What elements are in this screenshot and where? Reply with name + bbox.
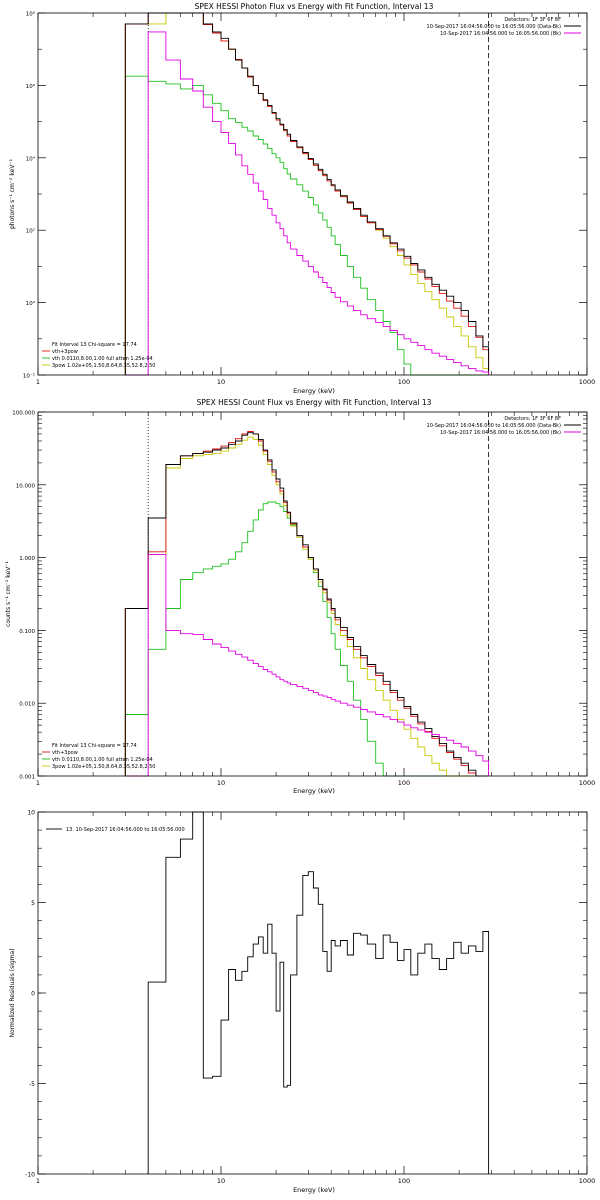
plot-frame: [37, 12, 588, 376]
y-tick-label: 100.000: [12, 411, 35, 417]
series-line-bk: [125, 554, 490, 777]
legend-entry: 10-Sep-2017 16:04:56.000 to 16:05:56.000…: [427, 24, 562, 30]
y-tick-label: -10: [25, 1172, 35, 1179]
chart-title: SPEX HESSI Count Flux vs Energy with Fit…: [197, 398, 432, 407]
legend-entry: Detectors: 1F 3F 6F 8F: [504, 416, 561, 422]
x-tick-label: 1000: [579, 779, 596, 787]
x-tick-label: 1: [36, 779, 40, 787]
fit-info-text: 3pow 1.02e+05,1.50,8.64,8.35,52.8,2.50: [52, 764, 155, 770]
fit-info-text: Fit Interval 13 Chi-square = 17.74: [52, 743, 137, 749]
x-axis-label: Energy (keV): [293, 787, 335, 795]
x-tick-label: 1000: [579, 1177, 596, 1185]
fit-info-text: 3pow 1.02e+05,1.50,8.64,8.35,52.8,2.50: [52, 363, 155, 369]
count-flux-plot-area: 1 10 100 1000 0.001 0.010 0.100 1.000 10.000 100.…: [12, 411, 595, 788]
plot-frame: [37, 811, 588, 1175]
x-tick-label: 1000: [579, 378, 596, 386]
y-tick-label: 10²: [26, 228, 35, 235]
y-tick-label: 10.000: [16, 483, 36, 489]
series-line-vth: [124, 75, 489, 376]
residuals-plot-area: 1 10 100 1000 -10 -5 0 5 10 13. 10-Sep-2017 16:04…: [25, 810, 595, 1186]
series-line-data-bk: [124, 12, 490, 375]
y-tick-label: 10: [27, 810, 35, 817]
series-line-data-bk: [124, 432, 489, 777]
y-tick-label: -5: [29, 1081, 35, 1088]
legend-entry: 13. 10-Sep-2017 16:04:56.000 to 16:05:56…: [66, 827, 185, 833]
legend-entry: Detectors: 1F 3F 6F 8F: [504, 17, 561, 23]
fit-info-text: vth+3pow: [52, 750, 78, 756]
series-line-bk: [125, 31, 490, 376]
legend-entry: 10-Sep-2017 16:04:56.000 to 16:05:56.000…: [427, 423, 562, 429]
x-tick-label: 100: [398, 1177, 410, 1185]
y-tick-label: 1.000: [19, 556, 35, 562]
x-tick-label: 100: [398, 779, 410, 787]
count-flux-panel: SPEX HESSI Count Flux vs Energy with Fit…: [5, 398, 595, 795]
legend-entry: 10-Sep-2017 16:04:56.000 to 16:05:56.000…: [440, 430, 561, 436]
y-tick-label: 10⁴: [26, 155, 36, 162]
y-tick-label: 10⁻²: [23, 373, 35, 380]
y-tick-label: 5: [31, 900, 35, 907]
y-axis-label: Normalized Residuals (sigma): [9, 948, 16, 1037]
y-tick-label: 0.100: [19, 629, 35, 635]
y-tick-label: 0.001: [19, 775, 35, 781]
y-tick-label: 0.010: [19, 702, 35, 708]
fit-info-text: vth 0.0110,8.00,1.00 full atten 1.25e-04: [52, 757, 153, 763]
x-axis-label: Energy (keV): [293, 387, 335, 395]
legend-entry: 10-Sep-2017 16:04:56.000 to 16:05:56.000…: [440, 31, 561, 37]
y-tick-label: 10⁶: [26, 83, 36, 90]
x-tick-label: 10: [217, 378, 225, 386]
x-tick-label: 10: [217, 1177, 225, 1185]
y-tick-label: 10⁸: [26, 11, 36, 18]
x-axis-label: Energy (keV): [293, 1186, 335, 1194]
series-line-residuals: [147, 811, 490, 1174]
residuals-panel: 1 10 100 1000 -10 -5 0 5 10 13. 10-Sep-2017 16:04…: [9, 810, 595, 1195]
photon-flux-panel: SPEX HESSI Photon Flux vs Energy with Fi…: [9, 2, 595, 395]
y-tick-label: 10⁰: [26, 300, 36, 307]
photon-flux-plot-area: 1 10 100 1000 10⁻² 10⁰ 10² 10⁴ 10⁶ 10⁸ Detectors: …: [23, 11, 595, 387]
plot-frame: [37, 411, 588, 777]
fit-info-text: vth+3pow: [52, 349, 78, 355]
series-line-3pow: [124, 436, 489, 777]
y-axis-label: photons s⁻¹ cm⁻² keV⁻¹: [9, 158, 16, 229]
x-tick-label: 100: [398, 378, 410, 386]
x-tick-label: 1: [36, 378, 40, 386]
y-tick-label: 0: [31, 991, 35, 998]
y-axis-label: counts s⁻¹ cm⁻² keV⁻¹: [5, 561, 12, 627]
x-tick-label: 1: [36, 1177, 40, 1185]
chart-title: SPEX HESSI Photon Flux vs Energy with Fi…: [195, 2, 434, 11]
x-tick-label: 10: [217, 779, 225, 787]
fit-info-text: vth 0.0110,8.00,1.00 full atten 1.25e-04: [52, 356, 153, 362]
fit-info-text: Fit Interval 13 Chi-square = 17.74: [52, 342, 137, 348]
